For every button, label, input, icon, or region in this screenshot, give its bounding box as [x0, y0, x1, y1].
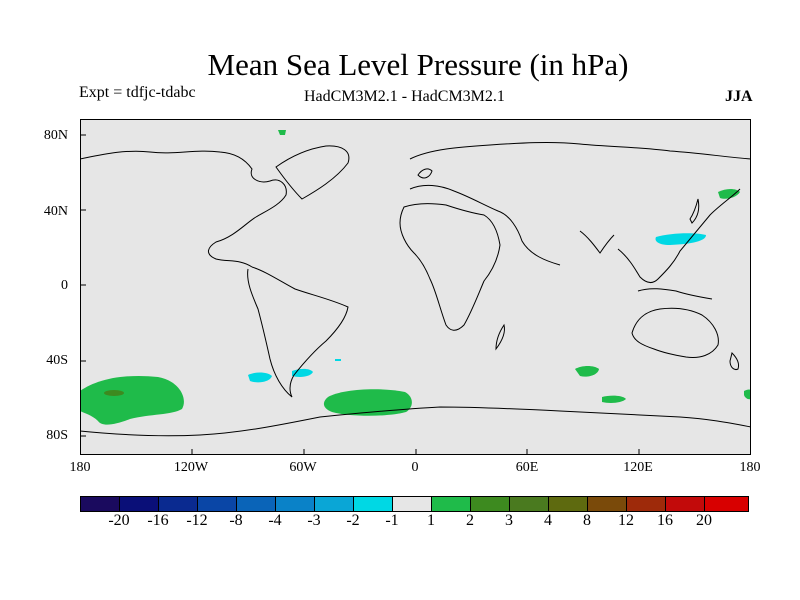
lon-label-60e: 60E: [515, 460, 539, 475]
coast-australia: [631, 307, 719, 358]
coast-greenland: [275, 145, 350, 200]
legend-label: -8: [229, 512, 243, 529]
legend-swatch-2: [119, 496, 159, 512]
coastlines: [80, 141, 751, 437]
anomaly-region-southern-ocean: [602, 395, 626, 403]
legend-swatch-7: [314, 496, 354, 512]
legend-label: -12: [186, 512, 208, 529]
legend-swatch-17: [704, 496, 749, 512]
coast-indonesia: [637, 288, 713, 300]
lon-label-180w: 180: [69, 460, 91, 475]
lon-label-60w: 60W: [289, 460, 317, 475]
legend-label: -3: [307, 512, 321, 529]
anomaly-region-south-atlantic-small: [335, 359, 341, 361]
anomaly-region-chile-coast: [248, 372, 272, 383]
coast-east-asia: [617, 188, 741, 284]
coast-eurasia-north: [409, 141, 751, 160]
legend-label: 3: [505, 512, 513, 529]
lat-label-40s: 40S: [46, 353, 68, 368]
anomaly-region-arctic: [278, 130, 286, 135]
coast-india: [579, 230, 615, 254]
legend-swatch-5: [236, 496, 276, 512]
model-label: HadCM3M2.1 - HadCM3M2.1: [304, 88, 505, 105]
coast-madagascar: [495, 323, 505, 351]
legend-swatch-11: [470, 496, 510, 512]
legend-swatch-9: [392, 496, 432, 512]
anomaly-region-indian-ocean: [575, 366, 599, 377]
lon-label-180e: 180: [739, 460, 761, 475]
legend-swatch-8: [353, 496, 393, 512]
lat-label-0: 0: [61, 278, 68, 293]
map-title: Mean Sea Level Pressure (in hPa): [207, 47, 629, 82]
ocean-background: [80, 119, 751, 455]
legend-label: 12: [618, 512, 634, 529]
legend-swatch-16: [665, 496, 705, 512]
coast-north-america: [80, 150, 287, 268]
coast-south-america: [247, 266, 349, 398]
coast-europe-asia-south: [409, 184, 561, 266]
legend-swatch-12: [509, 496, 549, 512]
axis-ticks: [80, 134, 640, 455]
coast-japan: [689, 198, 700, 224]
anomaly-region-date-line: [744, 389, 751, 400]
anomaly-region-north-pacific: [718, 189, 740, 199]
legend-label: -20: [108, 512, 130, 529]
legend-swatch-1: [80, 496, 120, 512]
legend-swatch-15: [626, 496, 666, 512]
experiment-label: Expt = tdfjc-tdabc: [79, 84, 196, 101]
legend-label: -16: [147, 512, 169, 529]
legend-swatch-6: [275, 496, 315, 512]
legend-swatch-14: [587, 496, 627, 512]
coast-antarctica: [80, 406, 751, 437]
anomaly-region-south-pacific: [80, 375, 184, 425]
legend-swatch-3: [158, 496, 198, 512]
lon-label-120w: 120W: [173, 460, 209, 475]
season-label: JJA: [725, 88, 753, 105]
coast-new-zealand: [729, 352, 739, 370]
legend-label: 4: [544, 512, 552, 529]
lat-label-80n: 80N: [43, 128, 68, 143]
coast-british-isles: [417, 168, 433, 179]
legend-label: 1: [427, 512, 435, 529]
world-map: [80, 119, 751, 455]
legend-label: -2: [346, 512, 360, 529]
legend-label: 8: [583, 512, 591, 529]
anomaly-core-south-pacific: [104, 390, 124, 396]
coast-africa: [399, 203, 501, 331]
legend-label: -4: [268, 512, 282, 529]
lon-label-0: 0: [411, 460, 419, 475]
legend-swatch-13: [548, 496, 588, 512]
lat-label-80s: 80S: [46, 428, 68, 443]
legend-label: 2: [466, 512, 474, 529]
lon-label-120e: 120E: [623, 460, 653, 475]
legend-label: 20: [696, 512, 712, 529]
anomaly-region-west-pacific: [655, 233, 706, 245]
anomaly-region-south-atlantic: [323, 389, 412, 416]
legend-swatch-4: [197, 496, 237, 512]
legend-label: 16: [657, 512, 673, 529]
legend-label: -1: [385, 512, 399, 529]
legend-swatch-10: [431, 496, 471, 512]
lat-label-40n: 40N: [43, 204, 68, 219]
